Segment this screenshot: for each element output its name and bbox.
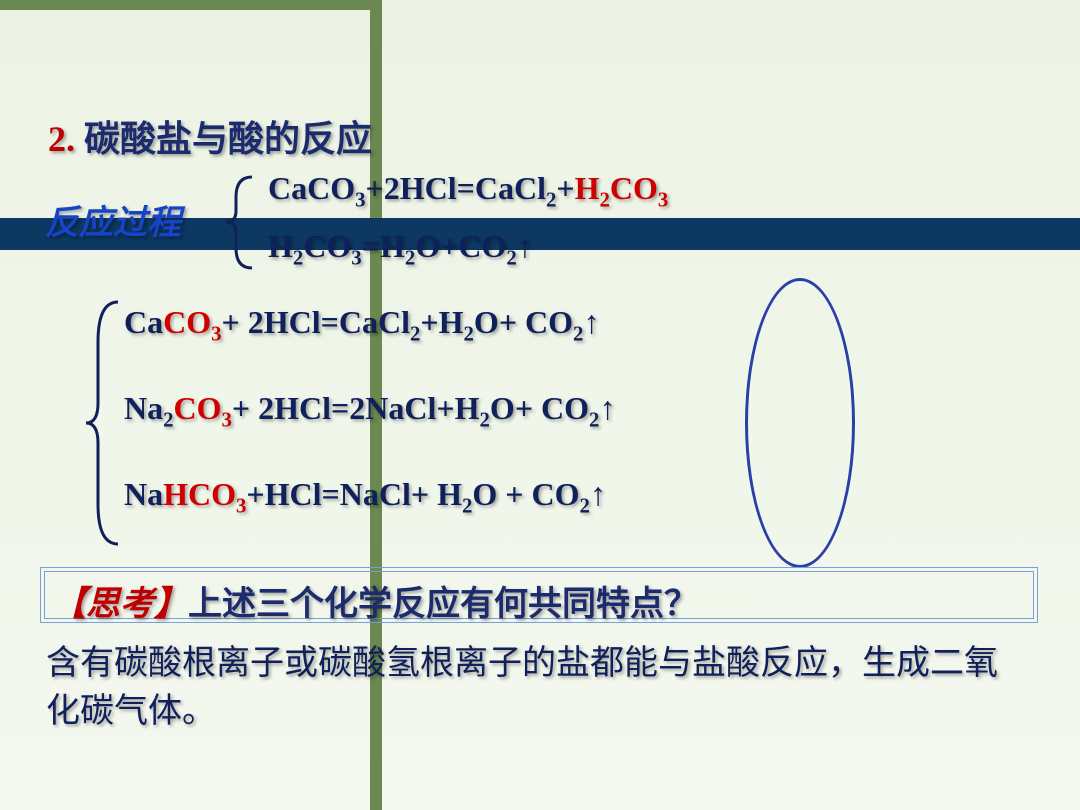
process-label: 反应过程 (45, 195, 181, 244)
brace-small (222, 175, 262, 270)
section-number: 2. (48, 119, 75, 159)
eq-line-2: H2CO3=H2O+CO2↑ (268, 228, 668, 286)
eq-group-1: CaCO3+ 2HCl=CaCl2+H2O+ CO2↑ (124, 302, 615, 388)
section-text: 碳酸盐与酸的反应 (75, 119, 372, 159)
think-question: 【思考】上述三个化学反应有何共同特点？ (46, 572, 1031, 629)
eq-group-2: Na2CO3+ 2HCl=2NaCl+H2O+ CO2↑ (124, 388, 615, 474)
think-label: 【思考】 (52, 586, 188, 623)
answer-text: 含有碳酸根离子或碳酸氢根离子的盐都能与盐酸反应，生成二氧化碳气体。 (46, 640, 1026, 735)
highlight-ellipse (745, 278, 855, 568)
section-title: 2. 碳酸盐与酸的反应 (48, 110, 1048, 162)
eq-line-1: CaCO3+2HCl=CaCl2+H2CO3 (268, 170, 668, 228)
eq-group-3: NaHCO3+HCl=NaCl+ H2O + CO2↑ (124, 474, 615, 560)
top-stripe (0, 0, 380, 10)
brace-large (82, 298, 126, 548)
equation-process: CaCO3+2HCl=CaCl2+H2CO3 H2CO3=H2O+CO2↑ (268, 170, 668, 286)
equation-group: CaCO3+ 2HCl=CaCl2+H2O+ CO2↑ Na2CO3+ 2HCl… (124, 302, 615, 560)
think-text: 上述三个化学反应有何共同特点？ (188, 586, 698, 623)
